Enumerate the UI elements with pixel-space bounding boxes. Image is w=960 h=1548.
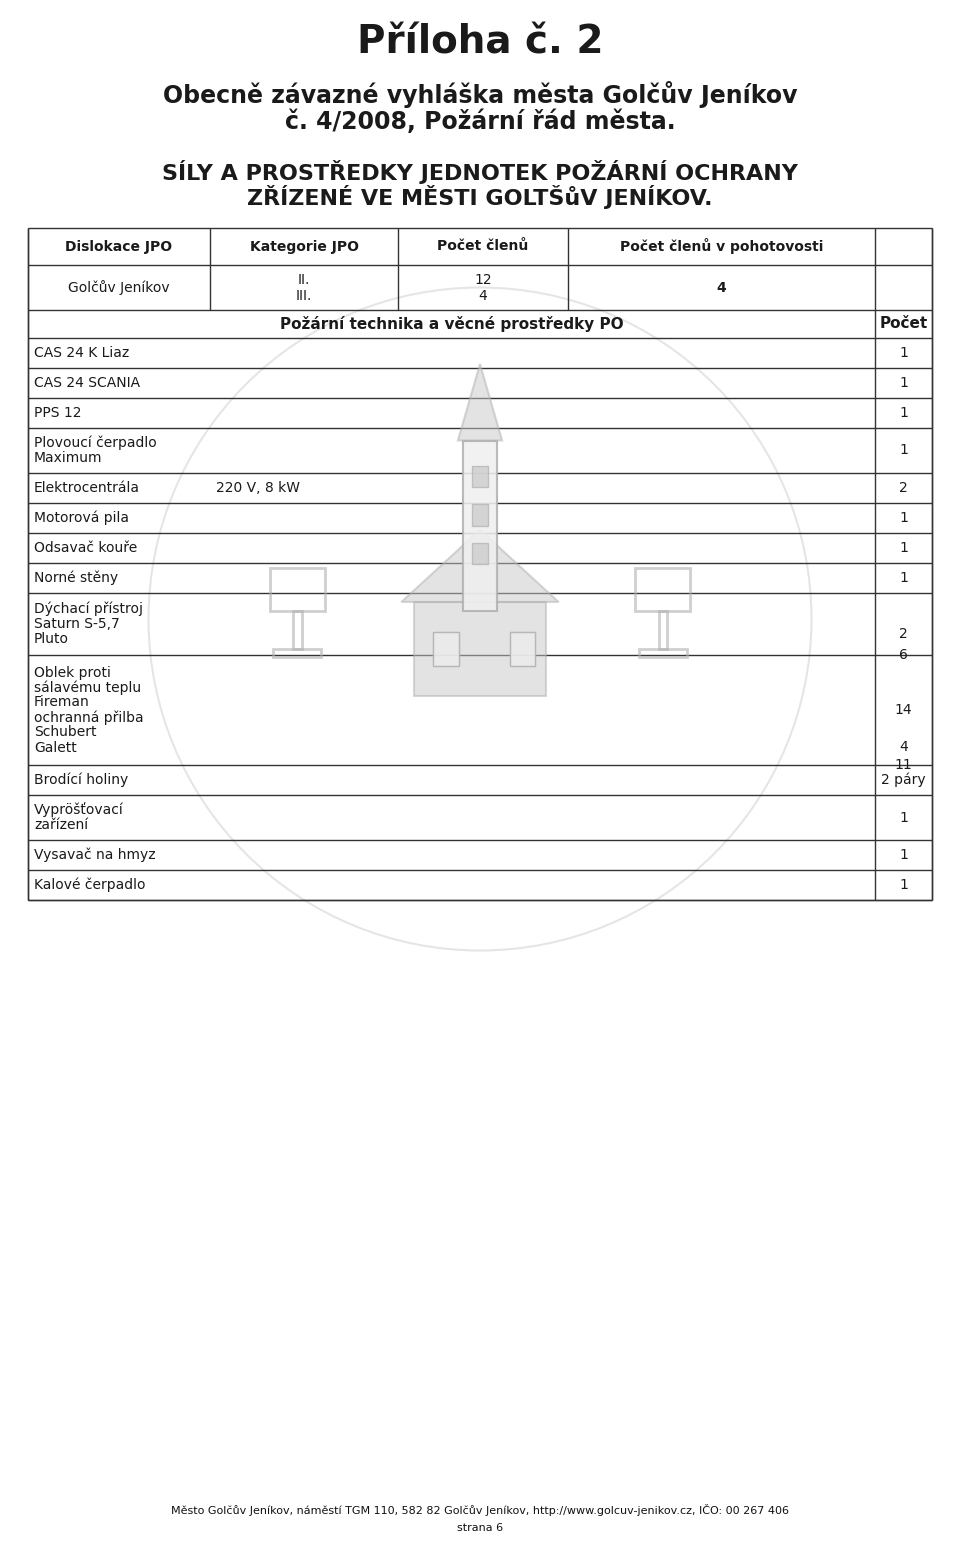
Text: Dýchací přístroj: Dýchací přístroj: [34, 602, 143, 616]
Text: III.: III.: [296, 288, 312, 302]
Text: Brodící holiny: Brodící holiny: [34, 772, 129, 788]
Text: 11: 11: [895, 759, 912, 772]
Bar: [659, 610, 667, 649]
Text: 1: 1: [900, 376, 908, 390]
Text: 1: 1: [900, 540, 908, 556]
Text: Golčův Jeníkov: Golčův Jeníkov: [68, 280, 170, 296]
Text: 4: 4: [479, 288, 488, 302]
Text: 1: 1: [900, 878, 908, 892]
Text: Odsavač kouře: Odsavač kouře: [34, 540, 137, 556]
Bar: [639, 649, 686, 658]
Text: Požární technika a věcné prostředky PO: Požární technika a věcné prostředky PO: [279, 316, 623, 331]
Text: Saturn S-5,7: Saturn S-5,7: [34, 618, 120, 632]
Text: CAS 24 K Liaz: CAS 24 K Liaz: [34, 347, 130, 361]
Text: č. 4/2008, Požární řád města.: č. 4/2008, Požární řád města.: [285, 110, 675, 135]
Bar: [270, 568, 324, 610]
Text: Vypröšťovací: Vypröšťovací: [34, 802, 124, 817]
Polygon shape: [401, 529, 559, 602]
Text: 4: 4: [716, 280, 727, 294]
Text: 12: 12: [474, 272, 492, 286]
Bar: [433, 632, 459, 666]
Text: strana 6: strana 6: [457, 1523, 503, 1533]
Text: Elektrocentrála: Elektrocentrála: [34, 481, 140, 495]
Text: Maximum: Maximum: [34, 450, 103, 464]
Text: ochranná přilba: ochranná přilba: [34, 711, 144, 724]
Bar: [510, 632, 536, 666]
Bar: [472, 466, 488, 488]
Text: Příloha č. 2: Příloha č. 2: [357, 23, 603, 60]
Text: 1: 1: [900, 347, 908, 361]
Text: PPS 12: PPS 12: [34, 406, 82, 420]
Text: Město Golčův Jeníkov, náměstí TGM 110, 582 82 Golčův Jeníkov, http://www.golcuv-: Město Golčův Jeníkov, náměstí TGM 110, 5…: [171, 1505, 789, 1515]
Bar: [510, 632, 536, 666]
Text: SÍLY A PROSTŘEDKY JEDNOTEK POŽÁRNÍ OCHRANY: SÍLY A PROSTŘEDKY JEDNOTEK POŽÁRNÍ OCHRA…: [162, 159, 798, 184]
Text: 1: 1: [900, 848, 908, 862]
Text: Pluto: Pluto: [34, 632, 69, 646]
Text: Schubert: Schubert: [34, 726, 97, 740]
Bar: [636, 568, 690, 610]
Bar: [274, 649, 321, 658]
Text: 220 V, 8 kW: 220 V, 8 kW: [216, 481, 300, 495]
Text: Norné stěny: Norné stěny: [34, 571, 118, 585]
Text: 14: 14: [895, 703, 912, 717]
Polygon shape: [458, 364, 502, 441]
Text: 6: 6: [900, 649, 908, 663]
Text: Oblek proti: Oblek proti: [34, 666, 110, 680]
Text: Počet: Počet: [879, 316, 927, 331]
Text: 1: 1: [900, 443, 908, 458]
Text: Galett: Galett: [34, 740, 77, 754]
Text: ZŘÍZENÉ VE MĚSTI GOLTŠůV JENÍKOV.: ZŘÍZENÉ VE MĚSTI GOLTŠůV JENÍKOV.: [248, 186, 712, 209]
Text: sálavému teplu: sálavému teplu: [34, 680, 141, 695]
Bar: [463, 441, 497, 610]
Text: Vysavač na hmyz: Vysavač na hmyz: [34, 848, 156, 862]
Text: Dislokace JPO: Dislokace JPO: [65, 240, 173, 254]
Text: 2: 2: [900, 627, 908, 641]
Text: 2 páry: 2 páry: [881, 772, 925, 788]
Text: 4: 4: [900, 740, 908, 754]
Text: II.: II.: [298, 272, 310, 286]
Text: Kalové čerpadlo: Kalové čerpadlo: [34, 878, 146, 892]
Text: Obecně závazné vyhláška města Golčův Jeníkov: Obecně závazné vyhláška města Golčův Jen…: [163, 82, 797, 108]
Text: Počet členů v pohotovosti: Počet členů v pohotovosti: [620, 238, 823, 254]
Text: 1: 1: [900, 511, 908, 525]
Text: Plovoucí čerpadlo: Plovoucí čerpadlo: [34, 435, 156, 450]
Text: 2: 2: [900, 481, 908, 495]
Text: Fireman: Fireman: [34, 695, 89, 709]
Bar: [293, 610, 301, 649]
Bar: [433, 632, 459, 666]
Text: Motorová pila: Motorová pila: [34, 511, 129, 525]
Bar: [472, 542, 488, 563]
Bar: [463, 441, 497, 610]
Text: zařízení: zařízení: [34, 817, 88, 831]
Text: CAS 24 SCANIA: CAS 24 SCANIA: [34, 376, 140, 390]
Text: 1: 1: [900, 406, 908, 420]
Text: 1: 1: [900, 811, 908, 825]
Bar: [472, 505, 488, 525]
Text: Kategorie JPO: Kategorie JPO: [250, 240, 358, 254]
Text: 1: 1: [900, 571, 908, 585]
Bar: [414, 602, 546, 695]
Text: Počet členů: Počet členů: [438, 240, 529, 254]
